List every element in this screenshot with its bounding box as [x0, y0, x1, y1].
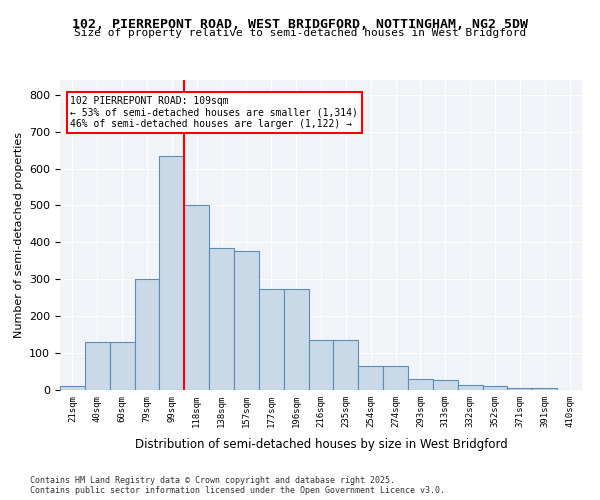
- Bar: [308, 340, 334, 390]
- Bar: [458, 385, 482, 390]
- Bar: [85, 342, 110, 390]
- Bar: [334, 340, 358, 390]
- Bar: [532, 388, 557, 390]
- Text: 102 PIERREPONT ROAD: 109sqm
← 53% of semi-detached houses are smaller (1,314)
46: 102 PIERREPONT ROAD: 109sqm ← 53% of sem…: [70, 96, 358, 128]
- Bar: [383, 366, 408, 390]
- Bar: [508, 388, 532, 390]
- Bar: [184, 206, 209, 390]
- Text: 102, PIERREPONT ROAD, WEST BRIDGFORD, NOTTINGHAM, NG2 5DW: 102, PIERREPONT ROAD, WEST BRIDGFORD, NO…: [72, 18, 528, 30]
- Y-axis label: Number of semi-detached properties: Number of semi-detached properties: [14, 132, 23, 338]
- Bar: [259, 288, 284, 390]
- Bar: [110, 342, 134, 390]
- Bar: [209, 248, 234, 390]
- X-axis label: Distribution of semi-detached houses by size in West Bridgford: Distribution of semi-detached houses by …: [134, 438, 508, 451]
- Bar: [482, 386, 508, 390]
- Text: Contains HM Land Registry data © Crown copyright and database right 2025.
Contai: Contains HM Land Registry data © Crown c…: [30, 476, 445, 495]
- Bar: [60, 386, 85, 390]
- Bar: [284, 288, 308, 390]
- Bar: [408, 379, 433, 390]
- Bar: [134, 280, 160, 390]
- Bar: [234, 250, 259, 390]
- Bar: [160, 156, 184, 390]
- Bar: [433, 380, 458, 390]
- Text: Size of property relative to semi-detached houses in West Bridgford: Size of property relative to semi-detach…: [74, 28, 526, 38]
- Bar: [358, 366, 383, 390]
